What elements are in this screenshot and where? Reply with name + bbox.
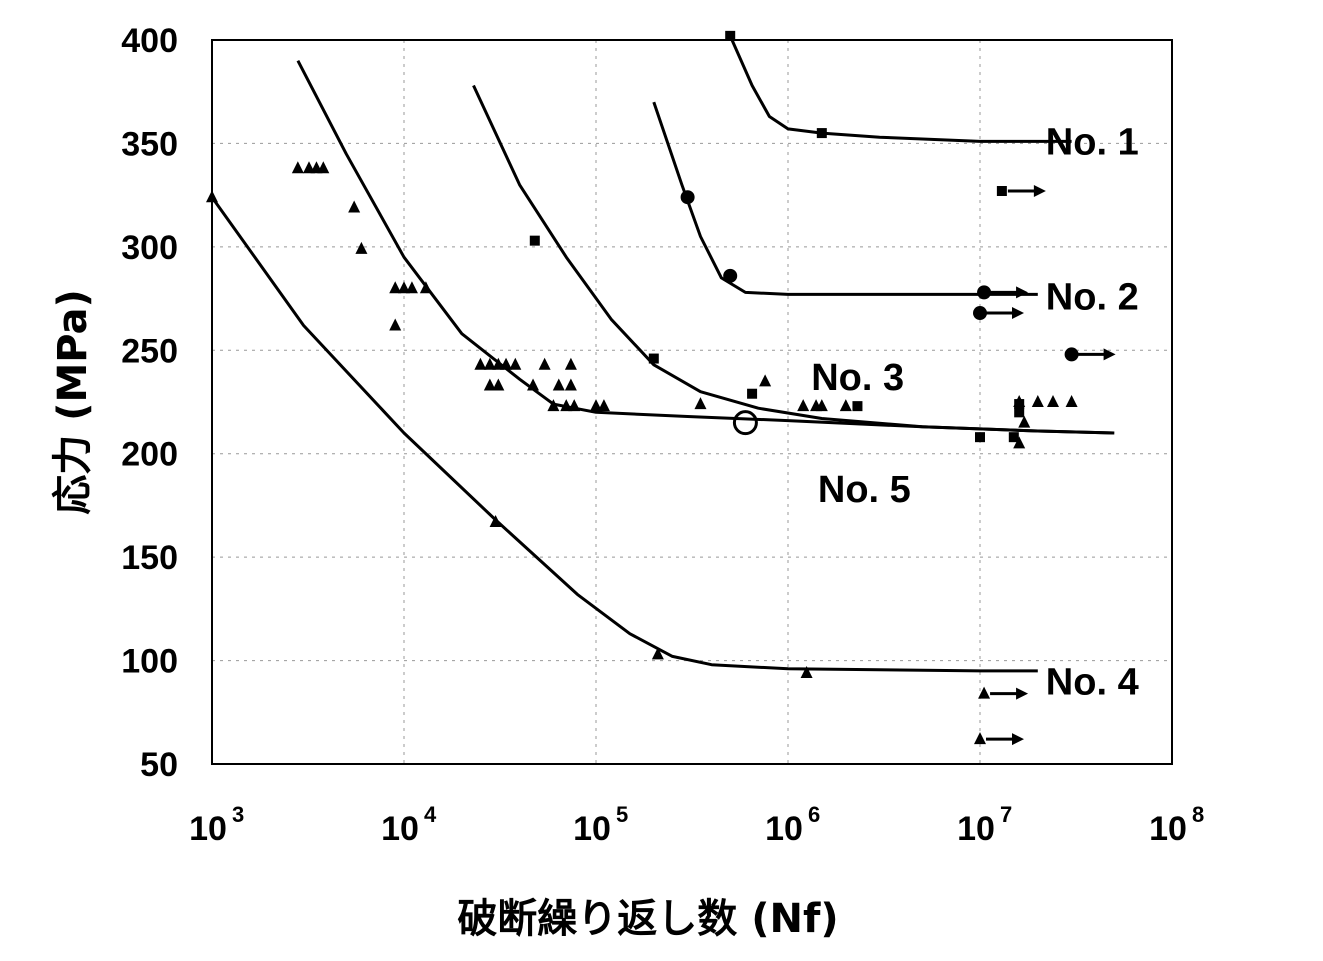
triangle-marker [1047,395,1059,407]
triangle-marker [206,190,218,202]
circle-marker [1065,347,1079,361]
curve-label: No. 2 [1046,277,1139,319]
triangle-marker [348,201,360,213]
y-tick-label: 50 [140,746,178,784]
square-marker [975,432,985,442]
triangle-marker [292,161,304,173]
triangle-marker [568,399,580,411]
y-tick-label: 250 [121,332,178,370]
square-marker [817,128,827,138]
runout-arrow-head [1034,185,1046,197]
triangle-marker [1066,395,1078,407]
plot-frame [212,40,1172,764]
x-tick-exponent: 7 [1000,802,1012,827]
triangle-marker [974,732,986,744]
runout-arrow-head [1016,688,1028,700]
x-tick-label: 10 [189,810,227,848]
y-tick-label: 300 [121,229,178,267]
square-marker [649,354,659,364]
x-axis-label: 破断繰り返し数 (Nf) [457,896,838,942]
runout-arrow-head [1016,286,1028,298]
circle-marker [977,285,991,299]
y-tick-labels: 400 350 300 250 200 150 100 50 [121,22,178,784]
curve-labels: No. 1 No. 2 No. 3 No. 5 No. 4 [811,121,1139,703]
curve-no3 [474,86,1115,434]
y-tick-label: 200 [121,436,178,474]
square-marker [530,236,540,246]
triangle-marker [694,397,706,409]
curve-label: No. 3 [811,357,904,399]
y-tick-label: 350 [121,125,178,163]
curve-label: No. 1 [1046,121,1139,163]
square-marker [725,31,735,41]
triangle-marker [389,318,401,330]
triangle-marker [652,647,664,659]
x-tick-label: 10 [573,810,611,848]
y-tick-label: 150 [121,539,178,577]
runout-arrow-head [1012,733,1024,745]
x-tick-exponent: 6 [808,802,820,827]
triangle-marker [474,358,486,370]
x-tick-exponent: 4 [424,802,437,827]
triangle-marker [492,378,504,390]
square-marker [997,186,1007,196]
x-tick-exponent: 3 [232,802,244,827]
x-tick-label: 10 [765,810,803,848]
x-tick-label: 10 [957,810,995,848]
y-tick-label: 100 [121,643,178,681]
x-tick-exponent: 8 [1192,802,1204,827]
triangle-marker [355,242,367,254]
data-markers [206,31,1078,678]
triangle-marker [598,399,610,411]
triangle-marker [539,358,551,370]
square-marker [852,401,862,411]
triangle-marker [509,358,521,370]
circle-marker [681,190,695,204]
x-tick-label: 10 [381,810,419,848]
curve-no4 [212,197,1038,671]
x-tick-exponent: 5 [616,802,628,827]
y-tick-label: 400 [121,22,178,60]
open-circle-marker [734,412,756,434]
triangle-marker [1032,395,1044,407]
x-tick-labels: 103104105106107108 [189,802,1204,848]
circle-marker [973,306,987,320]
fitted-curves [212,36,1114,671]
y-axis-label: 応力 (MPa) [50,289,96,515]
curve-no1 [730,36,1071,141]
circle-marker [723,269,737,283]
curve-label: No. 4 [1046,661,1139,703]
runout-arrow-head [1012,307,1024,319]
triangle-marker [406,281,418,293]
triangle-marker [565,378,577,390]
grid-lines [212,40,1172,764]
triangle-marker [797,399,809,411]
square-marker [747,389,757,399]
triangle-marker [553,378,565,390]
curve-label: No. 5 [818,469,911,511]
x-tick-label: 10 [1149,810,1187,848]
triangle-marker [840,399,852,411]
triangle-marker [759,374,771,386]
triangle-marker [565,358,577,370]
triangle-marker [1018,416,1030,428]
